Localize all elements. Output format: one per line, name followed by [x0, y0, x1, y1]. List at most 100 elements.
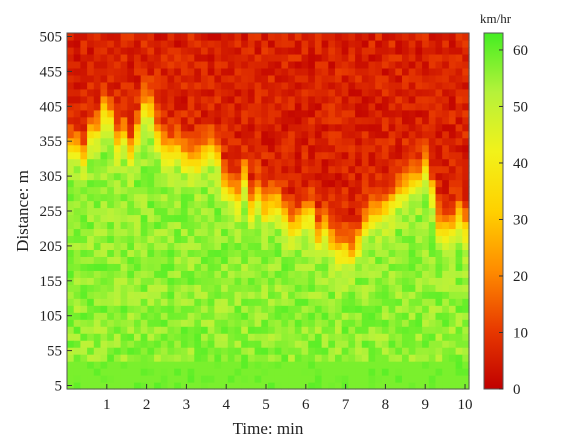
heatmap-cell [274, 235, 282, 244]
heatmap-cell [147, 375, 155, 383]
heatmap-cell [80, 144, 88, 153]
heatmap-cell [127, 130, 135, 139]
heatmap-cell [348, 256, 356, 264]
heatmap-cell [274, 298, 282, 306]
heatmap-cell [288, 326, 296, 334]
heatmap-cell [67, 60, 75, 69]
heatmap-cell [268, 158, 276, 167]
heatmap-cell [435, 305, 443, 313]
heatmap-cell [127, 151, 135, 160]
heatmap-cell [428, 368, 437, 376]
heatmap-cell [234, 151, 242, 160]
heatmap-cell [234, 81, 242, 90]
heatmap-cell [127, 53, 135, 62]
heatmap-cell [100, 291, 108, 299]
heatmap-cell [361, 109, 370, 118]
heatmap-cell [341, 361, 349, 369]
heatmap-cell [93, 46, 102, 55]
heatmap-cell [180, 207, 189, 216]
heatmap-cell [187, 207, 195, 216]
heatmap-cell [147, 165, 155, 174]
heatmap-cell [408, 200, 416, 209]
heatmap-cell [268, 214, 276, 223]
heatmap-cell [395, 81, 403, 90]
heatmap-cell [93, 53, 102, 62]
heatmap-cell [335, 116, 343, 125]
heatmap-cell [268, 291, 276, 299]
heatmap-cell [288, 67, 296, 76]
heatmap-cell [348, 109, 356, 118]
heatmap-cell [448, 242, 457, 250]
heatmap-cell [428, 319, 437, 327]
heatmap-cell [201, 249, 209, 257]
heatmap-cell [154, 333, 162, 341]
heatmap-cell [435, 53, 443, 62]
heatmap-cell [388, 270, 396, 278]
heatmap-cell [335, 158, 343, 167]
heatmap-cell [120, 60, 128, 69]
heatmap-cell [395, 221, 403, 230]
heatmap-cell [348, 137, 356, 146]
heatmap-cell [402, 375, 410, 383]
heatmap-cell [167, 116, 175, 125]
heatmap-cell [154, 361, 162, 369]
heatmap-cell [180, 116, 189, 125]
heatmap-cell [422, 144, 430, 153]
heatmap-cell [428, 158, 437, 167]
heatmap-cell [67, 53, 75, 62]
heatmap-cell [234, 284, 242, 292]
heatmap-cell [180, 270, 189, 278]
heatmap-cell [227, 221, 236, 230]
heatmap-cell [455, 158, 463, 167]
heatmap-cell [167, 284, 175, 292]
heatmap-cell [107, 123, 115, 132]
heatmap-cell [107, 200, 115, 209]
heatmap-cell [402, 382, 410, 390]
heatmap-cell [368, 137, 376, 146]
heatmap-cell [80, 46, 88, 55]
heatmap-cell [281, 291, 289, 299]
heatmap-cell [80, 39, 88, 48]
heatmap-cell [415, 67, 423, 76]
heatmap-cell [368, 207, 376, 216]
heatmap-cell [422, 312, 430, 320]
heatmap-cell [87, 242, 95, 250]
heatmap-cell [140, 347, 148, 355]
heatmap-cell [120, 137, 128, 146]
heatmap-cell [221, 123, 229, 132]
heatmap-cell [361, 130, 370, 139]
heatmap-cell [274, 375, 282, 383]
heatmap-cell [355, 312, 363, 320]
heatmap-cell [268, 137, 276, 146]
heatmap-cell [415, 284, 423, 292]
heatmap-cell [234, 368, 242, 376]
heatmap-cell [180, 186, 189, 195]
heatmap-cell [428, 207, 437, 216]
heatmap-cell [448, 186, 457, 195]
heatmap-cell [160, 354, 169, 362]
heatmap-cell [234, 116, 242, 125]
heatmap-cell [328, 33, 336, 41]
x-tick-label: 8 [382, 397, 390, 413]
heatmap-cell [428, 193, 437, 202]
heatmap-cell [375, 242, 383, 250]
heatmap-cell [415, 137, 423, 146]
heatmap-cell [335, 151, 343, 160]
heatmap-cell [448, 256, 457, 264]
heatmap-cell [247, 256, 256, 264]
heatmap-cell [241, 137, 249, 146]
heatmap-cell [462, 333, 470, 341]
heatmap-cell [73, 186, 81, 195]
heatmap-cell [140, 319, 148, 327]
heatmap-cell [67, 74, 75, 83]
heatmap-cell [147, 256, 155, 264]
heatmap-cell [442, 326, 450, 334]
heatmap-cell [455, 368, 463, 376]
heatmap-cell [154, 375, 162, 383]
heatmap-cell [268, 221, 276, 230]
heatmap-cell [160, 81, 169, 90]
heatmap-cell [402, 144, 410, 153]
heatmap-cell [214, 53, 222, 62]
heatmap-cell [408, 347, 416, 355]
heatmap-cell [428, 165, 437, 174]
